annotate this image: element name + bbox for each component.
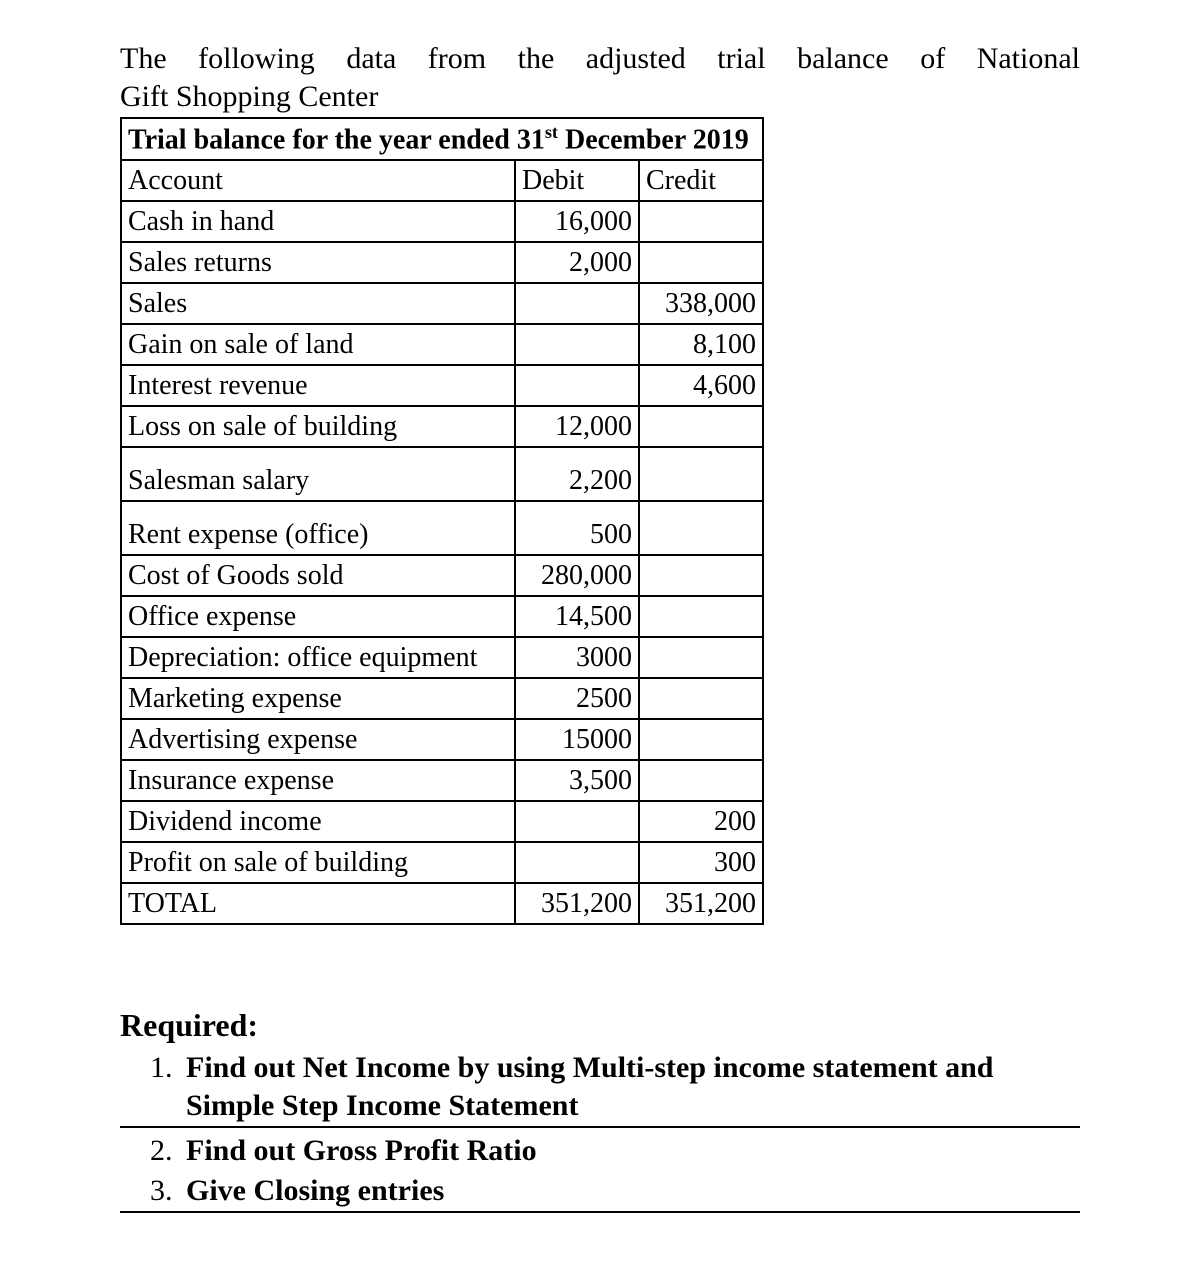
table-row: TOTAL351,200351,200 bbox=[121, 883, 763, 924]
table-row: Salesman salary2,200 bbox=[121, 447, 763, 501]
table-row: Sales 338,000 bbox=[121, 283, 763, 324]
cell-debit: 280,000 bbox=[515, 555, 639, 596]
cell-credit: 300 bbox=[639, 842, 763, 883]
cell-credit bbox=[639, 201, 763, 242]
intro-line-1: The following data from the adjusted tri… bbox=[120, 40, 1080, 78]
intro-line-2: Gift Shopping Center bbox=[120, 78, 1080, 116]
table-row: Loss on sale of building12,000 bbox=[121, 406, 763, 447]
cell-credit bbox=[639, 501, 763, 555]
table-row: Cost of Goods sold280,000 bbox=[121, 555, 763, 596]
cell-debit: 15000 bbox=[515, 719, 639, 760]
table-title-prefix: Trial balance for the year ended 31 bbox=[128, 124, 545, 155]
cell-credit: 351,200 bbox=[639, 883, 763, 924]
cell-credit bbox=[639, 596, 763, 637]
cell-debit: 16,000 bbox=[515, 201, 639, 242]
table-title-row: Trial balance for the year ended 31st De… bbox=[121, 118, 763, 160]
required-item-3-text: Give Closing entries bbox=[186, 1174, 444, 1207]
ruling-1 bbox=[120, 1126, 1080, 1128]
cell-credit bbox=[639, 406, 763, 447]
cell-credit bbox=[639, 242, 763, 283]
cell-debit: 2,000 bbox=[515, 242, 639, 283]
cell-credit bbox=[639, 555, 763, 596]
col-header-credit: Credit bbox=[639, 160, 763, 201]
table-row: Interest revenue 4,600 bbox=[121, 365, 763, 406]
table-row: Dividend income 200 bbox=[121, 801, 763, 842]
trial-balance-table: Trial balance for the year ended 31st De… bbox=[120, 117, 764, 925]
cell-account: Advertising expense bbox=[121, 719, 515, 760]
col-header-account: Account bbox=[121, 160, 515, 201]
cell-debit: 500 bbox=[515, 501, 639, 555]
cell-debit bbox=[515, 365, 639, 406]
table-title-suffix: December 2019 bbox=[558, 124, 749, 155]
cell-account: Profit on sale of building bbox=[121, 842, 515, 883]
table-body: Cash in hand16,000Sales returns2,000Sale… bbox=[121, 201, 763, 924]
table-row: Office expense14,500 bbox=[121, 596, 763, 637]
required-section: Required: Find out Net Income by using M… bbox=[120, 1005, 1080, 1213]
cell-account: Sales bbox=[121, 283, 515, 324]
cell-credit bbox=[639, 719, 763, 760]
cell-credit bbox=[639, 678, 763, 719]
cell-account: Sales returns bbox=[121, 242, 515, 283]
cell-account: Loss on sale of building bbox=[121, 406, 515, 447]
ruling-2 bbox=[120, 1211, 1080, 1213]
table-row: Sales returns2,000 bbox=[121, 242, 763, 283]
table-row: Depreciation: office equipment3000 bbox=[121, 637, 763, 678]
intro-paragraph: The following data from the adjusted tri… bbox=[120, 40, 1080, 115]
cell-debit bbox=[515, 324, 639, 365]
cell-credit: 338,000 bbox=[639, 283, 763, 324]
cell-debit: 351,200 bbox=[515, 883, 639, 924]
table-row: Advertising expense15000 bbox=[121, 719, 763, 760]
required-item-1: Find out Net Income by using Multi-step … bbox=[180, 1049, 1080, 1124]
cell-account: Office expense bbox=[121, 596, 515, 637]
cell-debit bbox=[515, 842, 639, 883]
cell-account: Marketing expense bbox=[121, 678, 515, 719]
cell-debit: 14,500 bbox=[515, 596, 639, 637]
required-item-2-text: Find out Gross Profit Ratio bbox=[186, 1134, 537, 1167]
cell-account: Depreciation: office equipment bbox=[121, 637, 515, 678]
table-header-row: Account Debit Credit bbox=[121, 160, 763, 201]
required-item-2: Find out Gross Profit Ratio bbox=[180, 1132, 1080, 1170]
cell-debit: 2500 bbox=[515, 678, 639, 719]
document-page: The following data from the adjusted tri… bbox=[0, 0, 1200, 1277]
table-row: Gain on sale of land 8,100 bbox=[121, 324, 763, 365]
table-row: Marketing expense2500 bbox=[121, 678, 763, 719]
cell-account: Rent expense (office) bbox=[121, 501, 515, 555]
table-title: Trial balance for the year ended 31st De… bbox=[121, 118, 763, 160]
cell-account: Cash in hand bbox=[121, 201, 515, 242]
required-item-1-text: Find out Net Income by using Multi-step … bbox=[186, 1051, 994, 1122]
cell-credit: 4,600 bbox=[639, 365, 763, 406]
cell-credit bbox=[639, 447, 763, 501]
cell-credit bbox=[639, 760, 763, 801]
table-row: Profit on sale of building 300 bbox=[121, 842, 763, 883]
cell-account: TOTAL bbox=[121, 883, 515, 924]
cell-debit: 3,500 bbox=[515, 760, 639, 801]
cell-account: Gain on sale of land bbox=[121, 324, 515, 365]
cell-credit: 8,100 bbox=[639, 324, 763, 365]
cell-account: Interest revenue bbox=[121, 365, 515, 406]
required-list: Find out Net Income by using Multi-step … bbox=[180, 1049, 1080, 1124]
cell-credit bbox=[639, 637, 763, 678]
cell-account: Cost of Goods sold bbox=[121, 555, 515, 596]
col-header-debit: Debit bbox=[515, 160, 639, 201]
cell-account: Salesman salary bbox=[121, 447, 515, 501]
cell-debit: 3000 bbox=[515, 637, 639, 678]
required-item-3: Give Closing entries bbox=[180, 1172, 1080, 1210]
cell-account: Insurance expense bbox=[121, 760, 515, 801]
cell-debit bbox=[515, 801, 639, 842]
cell-debit bbox=[515, 283, 639, 324]
table-title-sup: st bbox=[545, 122, 558, 142]
cell-debit: 12,000 bbox=[515, 406, 639, 447]
table-row: Cash in hand16,000 bbox=[121, 201, 763, 242]
required-heading: Required: bbox=[120, 1005, 1080, 1045]
cell-account: Dividend income bbox=[121, 801, 515, 842]
table-row: Insurance expense3,500 bbox=[121, 760, 763, 801]
cell-debit: 2,200 bbox=[515, 447, 639, 501]
cell-credit: 200 bbox=[639, 801, 763, 842]
table-row: Rent expense (office)500 bbox=[121, 501, 763, 555]
required-list-cont: Find out Gross Profit Ratio Give Closing… bbox=[180, 1132, 1080, 1209]
